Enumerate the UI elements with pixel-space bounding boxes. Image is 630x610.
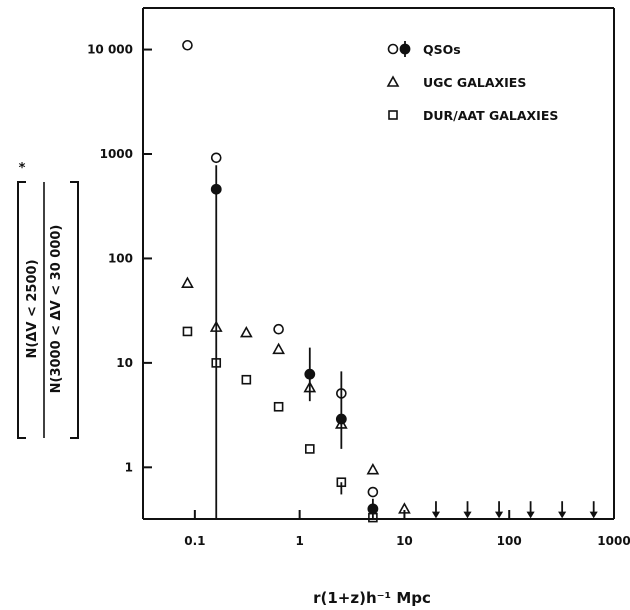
point-s2-p7 — [398, 502, 411, 514]
y-tick-label-0: 1 — [125, 460, 133, 474]
point-s2-p3 — [272, 342, 285, 355]
point-s2-p5 — [334, 417, 348, 429]
point-s0-p2 — [273, 323, 284, 335]
y-axis-label-bracket-left — [17, 181, 26, 439]
point-s4-p4 — [558, 501, 567, 519]
point-s2-p2 — [239, 325, 253, 338]
legend-label-qsos: QSOs — [423, 42, 461, 57]
point-s0-p0 — [182, 39, 193, 51]
point-s3-p6 — [368, 512, 378, 523]
y-tick-label-3: 1000 — [100, 147, 133, 161]
axes — [142, 7, 615, 520]
point-s2-p0 — [181, 276, 194, 288]
y-tick-label-1: 10 — [116, 356, 133, 370]
y-axis-label-numerator: N(ΔV < 2500) — [25, 259, 40, 358]
point-s4-p3-head — [526, 511, 535, 519]
point-s4-p1 — [463, 501, 472, 519]
point-s0-p4 — [367, 486, 379, 498]
point-s3-p2 — [241, 374, 252, 385]
legend-marker-qsos-open — [387, 43, 399, 55]
legend-marker-ugc — [386, 75, 400, 87]
point-s1-p1 — [304, 368, 316, 380]
point-s2-p1 — [209, 320, 223, 332]
axis-ticks: 0.1 1 10 100 1000 1 10 100 1000 10 000 — [87, 43, 630, 548]
point-s3-p5 — [336, 477, 347, 488]
point-s4-p4-head — [558, 511, 567, 519]
point-s4-p5-head — [589, 511, 598, 519]
x-tick-label-3: 100 — [497, 534, 522, 548]
y-axis-label-denominator: N(3000 < ΔV < 30 000) — [49, 225, 64, 394]
point-s2-p4 — [303, 380, 317, 393]
legend-marker-dur-aat — [388, 110, 398, 120]
point-s4-p2-head — [494, 511, 504, 519]
y-tick-label-4: 10 000 — [87, 43, 133, 57]
point-s4-p3 — [526, 501, 535, 519]
point-s3-p4 — [304, 444, 315, 454]
point-s2-p6 — [366, 462, 380, 475]
legend: QSOs UGC GALAXIES DUR/AAT GALAXIES — [386, 41, 558, 123]
data-marks — [181, 39, 598, 523]
x-tick-label-2: 10 — [396, 534, 413, 548]
point-s4-p5 — [589, 501, 598, 519]
point-s4-p1-head — [463, 511, 472, 519]
legend-label-ugc: UGC GALAXIES — [423, 75, 526, 90]
point-s0-p3 — [336, 388, 347, 399]
x-axis-label: r(1+z)h⁻¹ Mpc — [313, 589, 431, 607]
error-bars — [215, 165, 374, 519]
x-tick-label-0: 0.1 — [184, 534, 205, 548]
point-s4-p2 — [494, 501, 504, 519]
y-tick-label-2: 100 — [108, 251, 133, 265]
point-s3-p1 — [211, 358, 222, 368]
y-axis-label-bracket-right — [70, 181, 79, 439]
point-s1-p3 — [367, 503, 379, 515]
x-tick-label-4: 1000 — [597, 534, 630, 548]
point-s3-p3 — [273, 401, 284, 412]
legend-label-dur-aat: DUR/AAT GALAXIES — [423, 108, 558, 123]
point-s3-p0 — [182, 326, 193, 337]
y-axis-label: N(ΔV < 2500) N(3000 < ΔV < 30 000) * — [17, 161, 79, 439]
point-s4-p0-head — [431, 511, 441, 519]
point-s0-p1 — [210, 152, 222, 164]
x-tick-label-1: 1 — [295, 534, 303, 548]
point-s1-p0 — [210, 183, 222, 195]
point-s4-p0 — [431, 501, 441, 519]
y-axis-label-asterisk: * — [19, 161, 26, 176]
